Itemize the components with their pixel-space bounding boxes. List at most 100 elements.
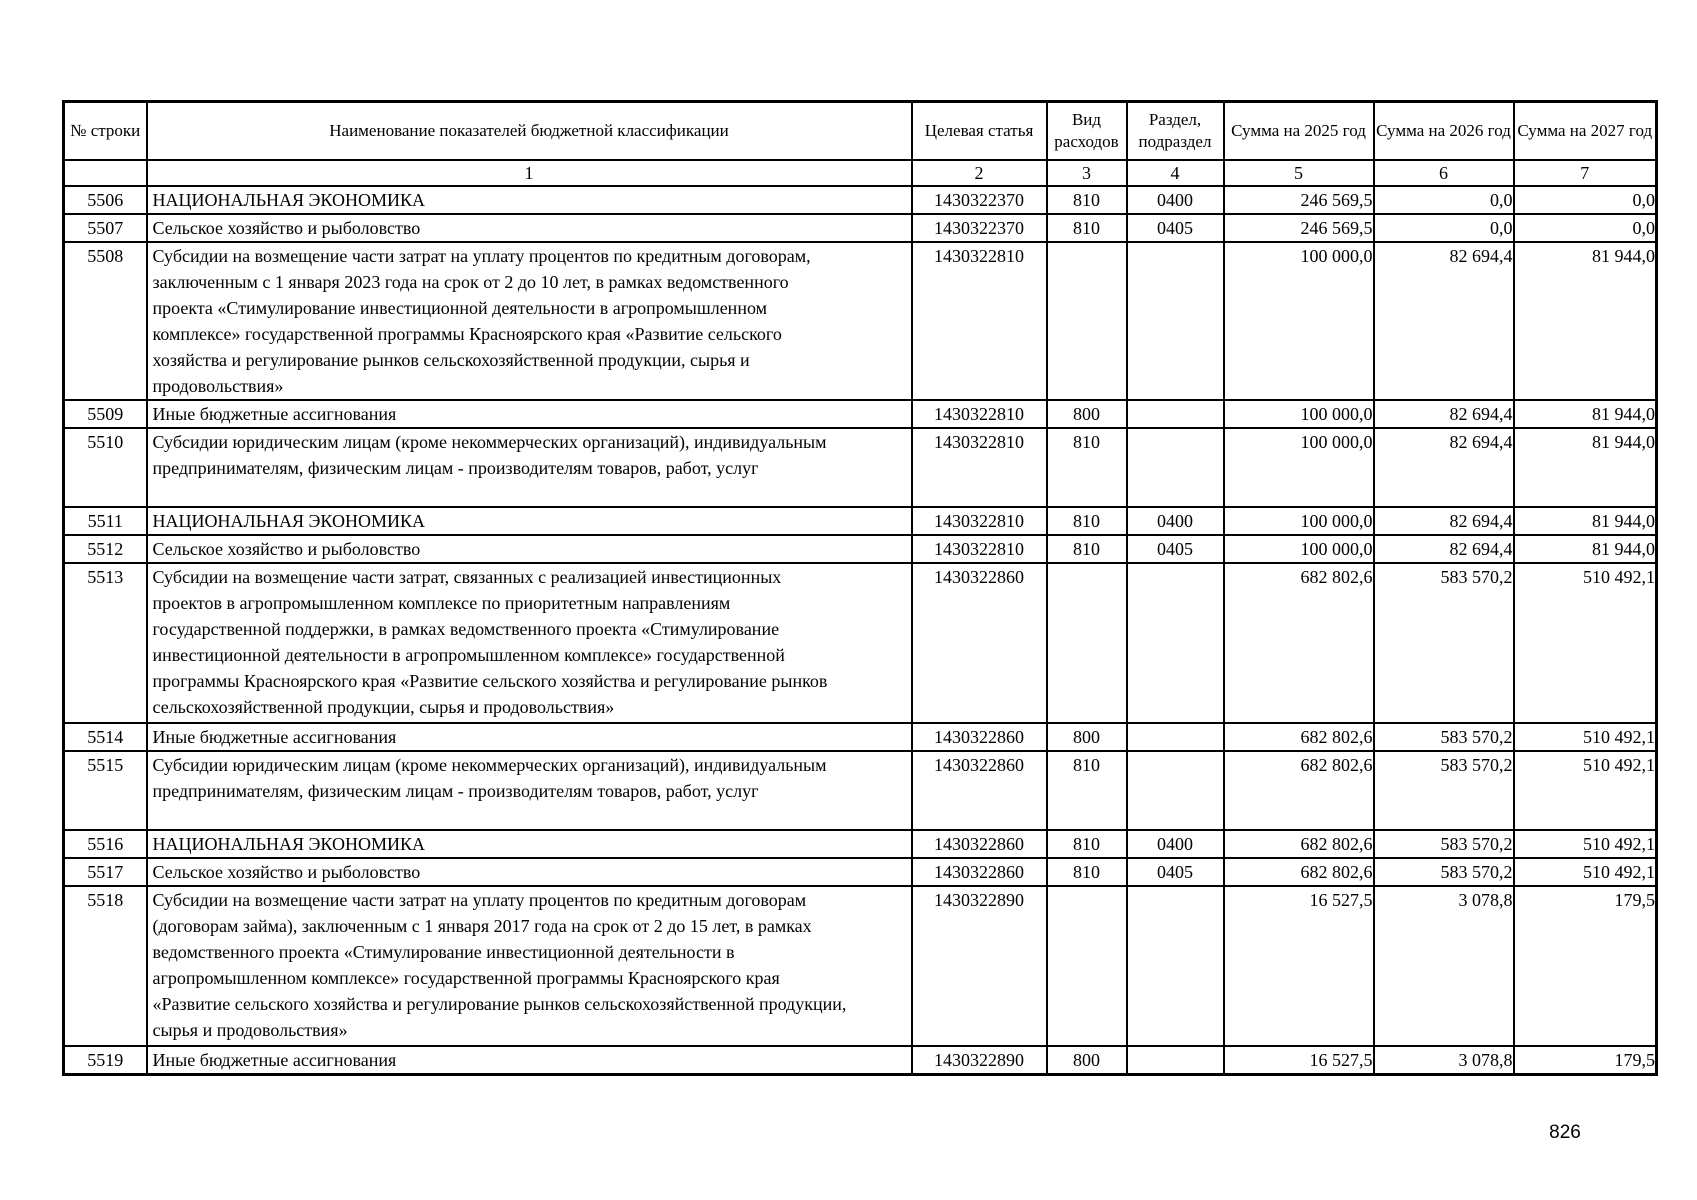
cell-name-text: НАЦИОНАЛЬНАЯ ЭКОНОМИКА bbox=[152, 190, 426, 210]
cell-sum-2026: 82 694,4 bbox=[1372, 241, 1515, 401]
cell-sum-2025: 246 569,5 bbox=[1222, 213, 1375, 243]
col-header-section: Раздел, подраздел bbox=[1125, 100, 1225, 161]
cell-sum-2027: 179,5 bbox=[1512, 1045, 1658, 1076]
cell-name-text: Иные бюджетные ассигнования bbox=[152, 404, 397, 424]
cell-sum-2027: 81 944,0 bbox=[1512, 399, 1658, 429]
cell-name: Субсидии юридическим лицам (кроме некомм… bbox=[145, 750, 913, 831]
cell-expense-type: 810 bbox=[1045, 534, 1128, 564]
cell-section: 0400 bbox=[1125, 185, 1225, 215]
column-number: 1 bbox=[145, 159, 913, 187]
cell-section bbox=[1125, 885, 1225, 1047]
cell-name-text: НАЦИОНАЛЬНАЯ ЭКОНОМИКА bbox=[152, 511, 426, 531]
cell-expense-type: 810 bbox=[1045, 506, 1128, 536]
cell-name-text: Субсидии на возмещение части затрат на у… bbox=[152, 246, 811, 396]
cell-target-article: 1430322370 bbox=[910, 185, 1048, 215]
cell-line: 5514 bbox=[62, 722, 148, 752]
cell-section bbox=[1125, 722, 1225, 752]
cell-target-article: 1430322810 bbox=[910, 534, 1048, 564]
cell-sum-2026: 0,0 bbox=[1372, 213, 1515, 243]
cell-line: 5509 bbox=[62, 399, 148, 429]
cell-section bbox=[1125, 241, 1225, 401]
cell-line: 5511 bbox=[62, 506, 148, 536]
cell-line: 5517 bbox=[62, 857, 148, 887]
table-row: 5514 Иные бюджетные ассигнования 143032286… bbox=[62, 722, 1658, 752]
table-row: 5510 Субсидии юридическим лицам (кроме не… bbox=[62, 427, 1658, 508]
cell-name: Иные бюджетные ассигнования bbox=[145, 1045, 913, 1076]
table-row: 5513 Субсидии на возмещение части затрат,… bbox=[62, 562, 1658, 724]
cell-name-text: Сельское хозяйство и рыболовство bbox=[152, 218, 421, 238]
cell-expense-type: 800 bbox=[1045, 1045, 1128, 1076]
cell-section: 0405 bbox=[1125, 857, 1225, 887]
cell-name-text: НАЦИОНАЛЬНАЯ ЭКОНОМИКА bbox=[152, 834, 426, 854]
cell-name: Субсидии на возмещение части затрат на у… bbox=[145, 885, 913, 1047]
cell-section: 0400 bbox=[1125, 506, 1225, 536]
cell-sum-2025: 100 000,0 bbox=[1222, 241, 1375, 401]
table-body: 5506 НАЦИОНАЛЬНАЯ ЭКОНОМИКА 1430322370 810 0… bbox=[62, 185, 1658, 1076]
cell-name: Субсидии на возмещение части затрат на у… bbox=[145, 241, 913, 401]
cell-expense-type: 810 bbox=[1045, 750, 1128, 831]
cell-sum-2025: 16 527,5 bbox=[1222, 885, 1375, 1047]
cell-line: 5513 bbox=[62, 562, 148, 724]
col-header-target-article: Целевая статья bbox=[910, 100, 1048, 161]
column-number: 6 bbox=[1372, 159, 1515, 187]
cell-sum-2025: 682 802,6 bbox=[1222, 857, 1375, 887]
cell-name-text: Иные бюджетные ассигнования bbox=[152, 727, 397, 747]
cell-section bbox=[1125, 427, 1225, 508]
cell-expense-type: 810 bbox=[1045, 427, 1128, 508]
cell-sum-2025: 16 527,5 bbox=[1222, 1045, 1375, 1076]
col-header-sum-2025: Сумма на 2025 год bbox=[1222, 100, 1375, 161]
cell-expense-type: 800 bbox=[1045, 399, 1128, 429]
cell-sum-2025: 682 802,6 bbox=[1222, 750, 1375, 831]
cell-sum-2026: 583 570,2 bbox=[1372, 562, 1515, 724]
cell-expense-type bbox=[1045, 241, 1128, 401]
table-row: 5517 Сельское хозяйство и рыболовство 1430… bbox=[62, 857, 1658, 887]
cell-line: 5506 bbox=[62, 185, 148, 215]
cell-name: Иные бюджетные ассигнования bbox=[145, 722, 913, 752]
cell-sum-2027: 179,5 bbox=[1512, 885, 1658, 1047]
table-row: 5511 НАЦИОНАЛЬНАЯ ЭКОНОМИКА 1430322810 810 0… bbox=[62, 506, 1658, 536]
table-row: 5519 Иные бюджетные ассигнования 143032289… bbox=[62, 1045, 1658, 1076]
cell-name-text: Субсидии на возмещение части затрат на у… bbox=[152, 890, 847, 1040]
cell-section bbox=[1125, 562, 1225, 724]
cell-target-article: 1430322810 bbox=[910, 427, 1048, 508]
cell-sum-2026: 0,0 bbox=[1372, 185, 1515, 215]
cell-name-text: Субсидии на возмещение части затрат, свя… bbox=[152, 567, 828, 717]
cell-expense-type: 810 bbox=[1045, 185, 1128, 215]
cell-name: НАЦИОНАЛЬНАЯ ЭКОНОМИКА bbox=[145, 506, 913, 536]
cell-sum-2025: 100 000,0 bbox=[1222, 427, 1375, 508]
cell-section bbox=[1125, 1045, 1225, 1076]
cell-sum-2026: 583 570,2 bbox=[1372, 857, 1515, 887]
cell-target-article: 1430322810 bbox=[910, 399, 1048, 429]
cell-section: 0400 bbox=[1125, 829, 1225, 859]
table-header-row: № строки Наименование показателей бюджет… bbox=[62, 100, 1658, 161]
cell-name: НАЦИОНАЛЬНАЯ ЭКОНОМИКА bbox=[145, 829, 913, 859]
cell-target-article: 1430322860 bbox=[910, 857, 1048, 887]
column-number: 5 bbox=[1222, 159, 1375, 187]
cell-section bbox=[1125, 399, 1225, 429]
cell-sum-2025: 682 802,6 bbox=[1222, 722, 1375, 752]
cell-name-text: Субсидии юридическим лицам (кроме некомм… bbox=[152, 755, 827, 801]
cell-sum-2026: 583 570,2 bbox=[1372, 722, 1515, 752]
cell-line: 5516 bbox=[62, 829, 148, 859]
cell-expense-type bbox=[1045, 562, 1128, 724]
column-number bbox=[62, 159, 148, 187]
cell-line: 5515 bbox=[62, 750, 148, 831]
column-number: 7 bbox=[1512, 159, 1658, 187]
table-row: 5516 НАЦИОНАЛЬНАЯ ЭКОНОМИКА 1430322860 810 0… bbox=[62, 829, 1658, 859]
cell-sum-2025: 100 000,0 bbox=[1222, 534, 1375, 564]
cell-sum-2027: 510 492,1 bbox=[1512, 562, 1658, 724]
cell-sum-2027: 510 492,1 bbox=[1512, 722, 1658, 752]
cell-line: 5519 bbox=[62, 1045, 148, 1076]
cell-sum-2026: 3 078,8 bbox=[1372, 1045, 1515, 1076]
cell-name: Субсидии юридическим лицам (кроме некомм… bbox=[145, 427, 913, 508]
cell-name: Сельское хозяйство и рыболовство bbox=[145, 213, 913, 243]
cell-expense-type bbox=[1045, 885, 1128, 1047]
cell-sum-2025: 246 569,5 bbox=[1222, 185, 1375, 215]
cell-sum-2027: 510 492,1 bbox=[1512, 750, 1658, 831]
cell-sum-2025: 682 802,6 bbox=[1222, 829, 1375, 859]
cell-sum-2026: 3 078,8 bbox=[1372, 885, 1515, 1047]
cell-target-article: 1430322860 bbox=[910, 562, 1048, 724]
col-header-name: Наименование показателей бюджетной класс… bbox=[145, 100, 913, 161]
cell-sum-2027: 0,0 bbox=[1512, 185, 1658, 215]
